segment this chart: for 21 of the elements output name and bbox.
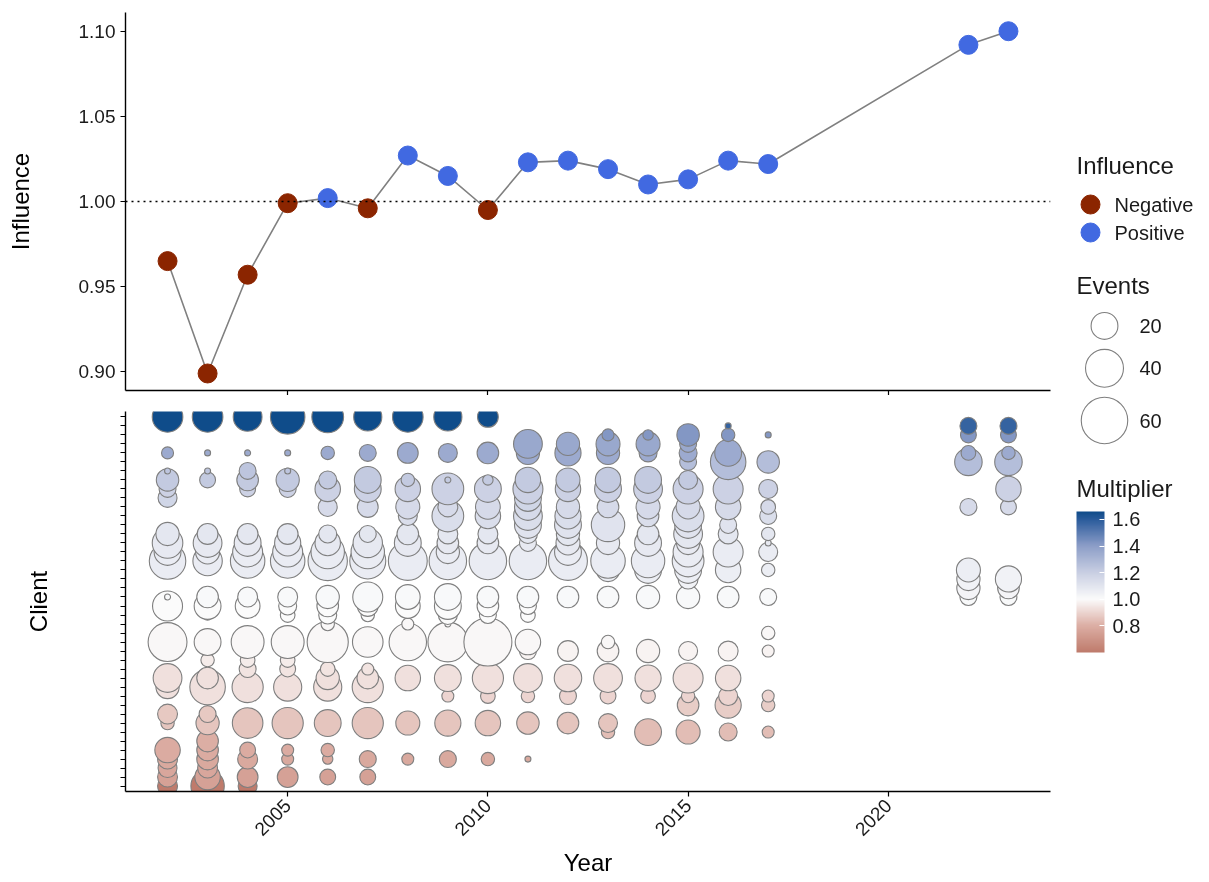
legend-title: Influence <box>6 152 34 251</box>
legend-label: 20 <box>1139 314 1162 337</box>
legend-label: 40 <box>1139 357 1162 380</box>
legend-title: Events <box>1076 272 1150 299</box>
legend-label: Negative <box>1114 193 1194 216</box>
y-axis-title: Client <box>24 570 52 633</box>
x-axis-title: Year <box>563 848 613 876</box>
legend-label: 60 <box>1139 409 1162 432</box>
color-bar-label: 1.0 <box>1112 588 1141 611</box>
y-tick-label: 1.10 <box>78 20 116 42</box>
color-bar-label: 1.4 <box>1112 535 1141 558</box>
y-tick-label: 0.95 <box>78 276 116 298</box>
color-bar-label: 1.2 <box>1112 561 1141 584</box>
y-axis-title: Influence <box>1076 152 1174 179</box>
y-tick-label: 1.00 <box>78 191 116 212</box>
legend-label: Positive <box>1114 221 1185 244</box>
color-bar-label: 1.6 <box>1112 508 1141 531</box>
color-bar-title: Multiplier <box>1076 475 1173 502</box>
y-tick-label: 0.90 <box>78 361 116 383</box>
color-bar-label: 0.8 <box>1112 614 1141 637</box>
y-tick-label: 1.05 <box>78 105 116 127</box>
